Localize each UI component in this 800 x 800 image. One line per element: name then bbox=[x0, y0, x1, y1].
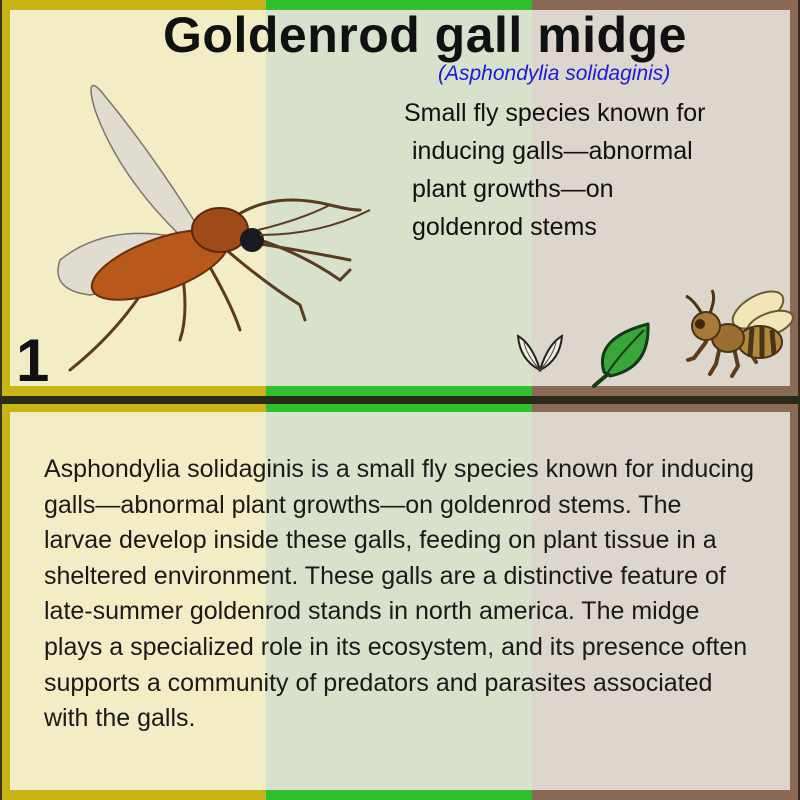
midge-illustration bbox=[57, 84, 371, 372]
short-description-line: goldenrod stems bbox=[412, 213, 597, 241]
wings-icon bbox=[516, 334, 564, 372]
leaf-icon bbox=[592, 322, 650, 388]
card-description: Asphondylia solidaginis is a small fly s… bbox=[44, 455, 755, 733]
card-level: 1 bbox=[16, 327, 50, 394]
scientific-name: (Asphondylia solidaginis) bbox=[438, 62, 671, 85]
short-description: Small fly species known for inducing gal… bbox=[404, 94, 774, 246]
short-description-line: Small fly species known for bbox=[404, 99, 706, 127]
bee-icon bbox=[685, 289, 794, 378]
card-title: Goldenrod gall midge bbox=[163, 7, 687, 63]
short-description-line: inducing galls—abnormal bbox=[412, 137, 693, 165]
short-description-line: plant growths—on bbox=[412, 175, 614, 203]
